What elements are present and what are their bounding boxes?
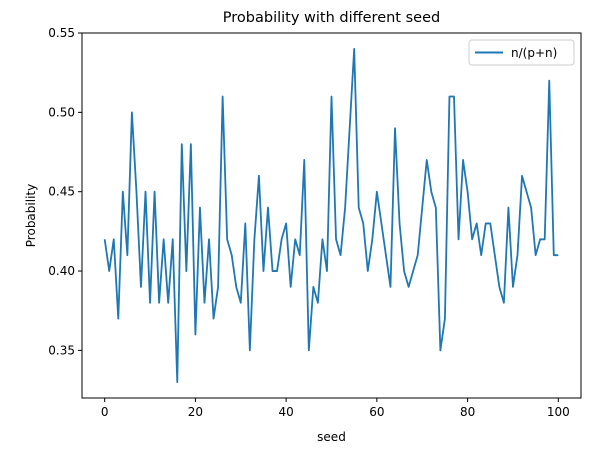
series-line-0 [103, 47, 559, 384]
x-tick-label: 60 [369, 405, 384, 419]
x-tick-label: 40 [278, 405, 293, 419]
x-tick-label: 0 [101, 405, 109, 419]
legend-series-label: n/(p+n) [511, 46, 557, 60]
x-axis-label: seed [317, 430, 346, 444]
x-tick-label: 80 [460, 405, 475, 419]
y-axis-label: Probability [24, 184, 38, 247]
y-tick-label: 0.50 [48, 105, 75, 119]
y-tick-label: 0.55 [48, 26, 75, 40]
x-tick-label: 100 [547, 405, 570, 419]
y-tick-label: 0.40 [48, 264, 75, 278]
x-tick-label: 20 [188, 405, 203, 419]
x-axis-ticks: 0 20 40 60 80 100 [101, 398, 570, 419]
legend: n/(p+n) [468, 39, 575, 66]
y-axis-ticks: 0.35 0.40 0.45 0.50 0.55 [48, 26, 82, 357]
y-tick-label: 0.45 [48, 185, 75, 199]
plot-area [103, 47, 559, 384]
axes-frame [81, 32, 582, 399]
y-tick-label: 0.35 [48, 343, 75, 357]
chart-title: Probability with different seed [223, 10, 440, 26]
legend-box [468, 39, 575, 66]
